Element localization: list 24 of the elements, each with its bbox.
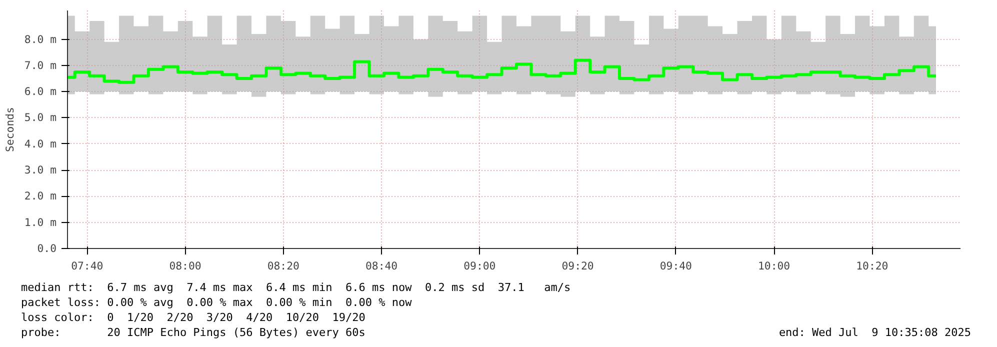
y-axis-title: Seconds [3, 107, 16, 152]
x-tick-label: 09:00 [464, 260, 496, 272]
x-tick-label: 09:40 [660, 260, 692, 272]
y-tick-label: 8.0 m [24, 32, 56, 46]
x-tick-label: 08:40 [365, 260, 398, 272]
y-tick-label: 1.0 m [24, 216, 56, 229]
y-tick-label: 3.0 m [24, 164, 56, 177]
text: probe: 20 ICMP Echo Pings (56 Bytes) every 60s [21, 325, 366, 340]
x-tick-label: 07:40 [71, 260, 104, 272]
y-tick-label: 0.0 [37, 242, 57, 255]
text: end: Wed Jul 9 10:35:08 2025 [778, 325, 971, 340]
text: median rtt: 6.7 ms avg 7.4 ms max 6.4 ms min 6.6 ms now 0.2 ms sd 37.1 am/s [21, 280, 572, 295]
x-tick-label: 08:00 [169, 260, 202, 272]
text: loss color: 0 1/20 2/20 3/20 4/20 10/20 19/20 [21, 310, 366, 325]
y-tick-label: 7.0 m [24, 58, 56, 72]
y-tick-label: 5.0 m [24, 111, 56, 124]
y-tick-label: 6.0 m [24, 85, 56, 98]
x-tick-label: 08:20 [267, 260, 300, 272]
y-tick-label: 2.0 m [24, 190, 56, 203]
x-tick-label: 10:00 [758, 260, 790, 272]
text: packet loss: 0.00 % avg 0.00 % max 0.00 % min 0.00 % now [21, 295, 413, 310]
y-tick-label: 4.0 m [24, 137, 56, 150]
x-tick-label: 09:20 [562, 260, 594, 272]
x-tick-label: 10:20 [856, 260, 888, 272]
